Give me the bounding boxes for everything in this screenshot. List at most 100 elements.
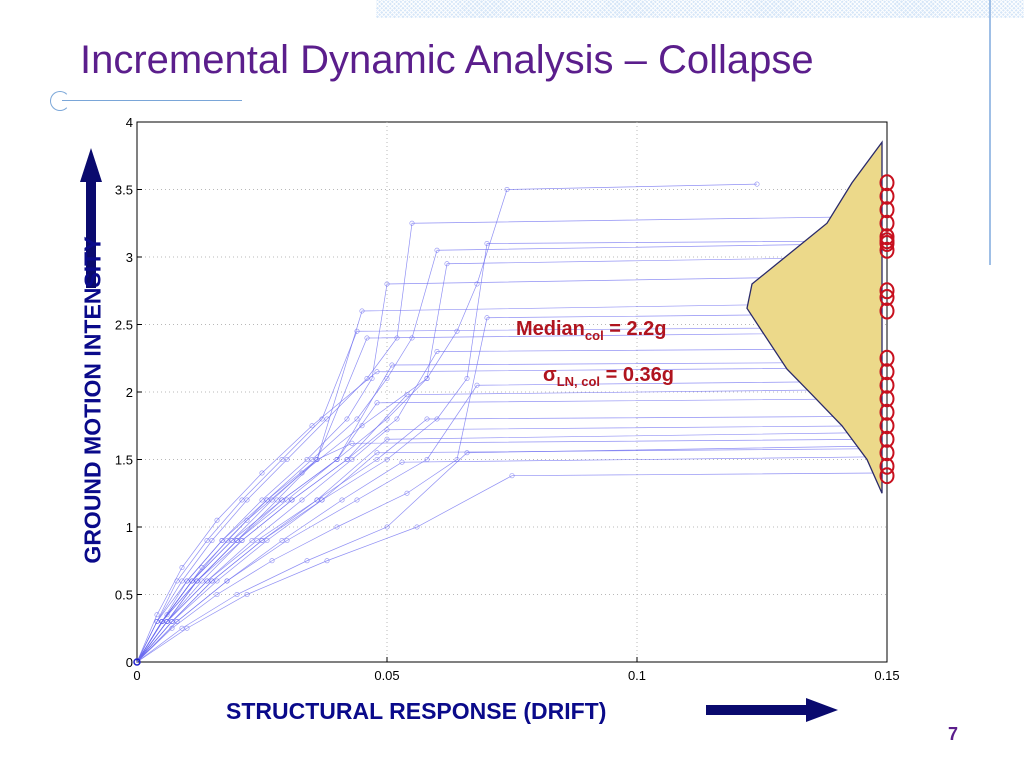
- ida-point: [334, 456, 340, 462]
- ida-point: [504, 187, 510, 193]
- median-value: = 2.2g: [603, 318, 667, 340]
- ida-point: [159, 618, 165, 624]
- ida-curve: [136, 302, 878, 663]
- collapse-point: [879, 417, 895, 435]
- y-tick-label: 4: [126, 115, 133, 130]
- ida-point: [194, 578, 200, 584]
- ida-point: [259, 497, 265, 503]
- ida-point: [374, 456, 380, 462]
- y-tick-label: 3.5: [115, 183, 133, 198]
- header-vertical-rule: [989, 0, 991, 265]
- ida-point: [179, 578, 185, 584]
- header-hatch-band: [376, 0, 1024, 18]
- ida-point: [204, 537, 210, 543]
- ida-point: [264, 497, 270, 503]
- ida-point: [314, 497, 320, 503]
- ida-point: [354, 416, 360, 422]
- ida-curve: [136, 445, 878, 663]
- median-subscript: col: [584, 328, 604, 343]
- ida-point: [259, 537, 265, 543]
- ida-point: [254, 537, 260, 543]
- title-bullet-circle: [50, 91, 70, 111]
- ida-point: [474, 382, 480, 388]
- collapse-point: [879, 241, 895, 259]
- page-number: 7: [948, 724, 959, 744]
- ida-point: [349, 456, 355, 462]
- ida-point: [384, 436, 390, 442]
- ida-point: [444, 261, 450, 267]
- ida-point: [279, 537, 285, 543]
- ida-point: [374, 400, 380, 406]
- ida-point: [374, 450, 380, 456]
- ida-point: [309, 456, 315, 462]
- sigma-prefix: σ: [543, 364, 557, 386]
- ida-point: [279, 497, 285, 503]
- sigma-subscript: LN, col: [556, 374, 601, 389]
- ida-point: [169, 618, 175, 624]
- ida-point: [404, 392, 410, 398]
- collapse-point: [879, 457, 895, 475]
- ida-curve: [136, 313, 878, 663]
- ida-curve: [136, 448, 878, 663]
- ida-point: [384, 375, 390, 381]
- title-underline: [62, 100, 242, 101]
- ida-curve: [136, 332, 878, 663]
- ida-curve: [136, 367, 878, 663]
- ida-point: [289, 497, 295, 503]
- ida-point: [384, 456, 390, 462]
- ida-point: [484, 315, 490, 321]
- x-arrow-head: [806, 698, 838, 722]
- median-prefix: Median: [516, 318, 585, 340]
- ida-point: [384, 281, 390, 287]
- ida-point: [269, 497, 275, 503]
- ida-point: [434, 348, 440, 354]
- ida-point: [244, 497, 250, 503]
- ida-point: [219, 537, 225, 543]
- ida-point: [269, 558, 275, 564]
- collapse-point: [879, 349, 895, 367]
- ida-point: [224, 537, 230, 543]
- ida-point: [154, 612, 160, 618]
- ida-point: [364, 335, 370, 341]
- ida-point: [214, 591, 220, 597]
- collapse-distribution: [746, 140, 883, 494]
- ida-point: [164, 612, 170, 618]
- ida-point: [304, 456, 310, 462]
- y-axis-label: GROUND MOTION INTENSITY: [79, 236, 106, 564]
- ida-point: [344, 416, 350, 422]
- ida-point: [189, 578, 195, 584]
- ida-point: [424, 416, 430, 422]
- ida-point: [249, 537, 255, 543]
- ida-point: [209, 537, 215, 543]
- sigma-annotation: σLN, col = 0.36g: [543, 364, 674, 389]
- ida-point: [179, 625, 185, 631]
- ida-point: [384, 524, 390, 530]
- ida-point: [234, 537, 240, 543]
- ida-point: [214, 517, 220, 523]
- collapse-point: [879, 302, 895, 320]
- x-tick-label: 0.1: [628, 668, 646, 683]
- ida-curve: [136, 456, 878, 663]
- collapse-point: [879, 187, 895, 205]
- sigma-value: = 0.36g: [600, 364, 674, 386]
- ida-curve: [136, 415, 878, 663]
- ida-point: [404, 490, 410, 496]
- ida-curve: [136, 216, 878, 663]
- ida-point: [209, 578, 215, 584]
- ida-point: [354, 328, 360, 334]
- ida-point: [409, 220, 415, 226]
- median-annotation: Mediancol = 2.2g: [516, 318, 667, 343]
- ida-point: [239, 537, 245, 543]
- ida-point: [309, 423, 315, 429]
- y-tick-label: 2.5: [115, 318, 133, 333]
- ida-point: [319, 497, 325, 503]
- ida-point: [334, 524, 340, 530]
- slide-title: Incremental Dynamic Analysis – Collapse: [80, 38, 814, 82]
- ida-point: [454, 328, 460, 334]
- ida-point: [229, 537, 235, 543]
- collapse-point: [879, 201, 895, 219]
- ida-point: [184, 578, 190, 584]
- ida-point: [304, 558, 310, 564]
- x-tick-label: 0.05: [374, 668, 399, 683]
